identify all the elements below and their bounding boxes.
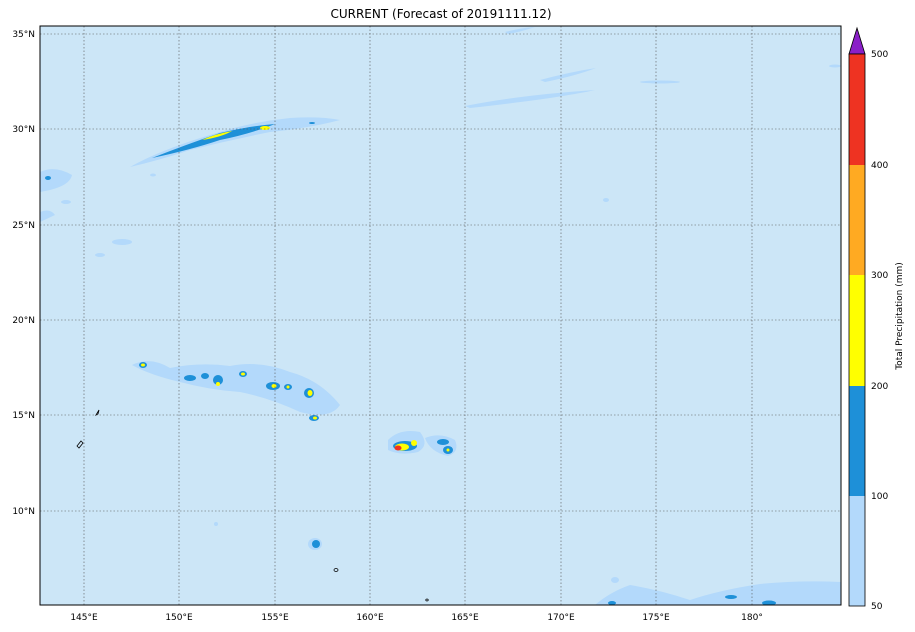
colorbar-tick: 400 <box>871 161 888 171</box>
map-title: CURRENT (Forecast of 20191111.12) <box>330 7 552 21</box>
lat-label: 35°N <box>12 30 35 40</box>
latitude-labels: 35°N 30°N 25°N 20°N 15°N 10°N <box>12 30 35 517</box>
lon-label: 170°E <box>547 613 575 623</box>
lat-label: 10°N <box>12 507 35 517</box>
lon-label: 145°E <box>70 613 98 623</box>
colorbar-segment-200-300 <box>849 275 865 386</box>
precip-west-edge-2 <box>40 210 55 222</box>
precip-band-north <box>130 117 340 167</box>
map-background <box>40 26 841 605</box>
colorbar-frame <box>848 53 866 607</box>
lat-label: 20°N <box>12 316 35 326</box>
lat-label: 30°N <box>12 125 35 135</box>
longitude-labels: 145°E 150°E 155°E 160°E 165°E 170°E 175°… <box>70 613 763 623</box>
colorbar-tick: 100 <box>871 492 888 502</box>
colorbar-tick: 500 <box>871 50 888 60</box>
map-gridlines <box>40 26 841 605</box>
colorbar-label: Total Precipitation (mm) <box>895 262 905 371</box>
lon-label: 150°E <box>165 613 193 623</box>
lon-label: 180° <box>741 613 763 623</box>
colorbar-segment-50-100 <box>849 496 865 606</box>
colorbar-segment-100-200 <box>849 386 865 496</box>
precip-band-central <box>132 361 340 415</box>
colorbar-extend-arrow <box>848 26 866 55</box>
lon-label: 165°E <box>451 613 479 623</box>
lat-label: 15°N <box>12 411 35 421</box>
colorbar-segment-300-400 <box>849 165 865 275</box>
colorbar-tick: 300 <box>871 271 888 281</box>
lon-label: 155°E <box>261 613 289 623</box>
colorbar-segment-400-500 <box>849 54 865 165</box>
precip-west-edge <box>40 169 72 192</box>
lon-label: 160°E <box>356 613 384 623</box>
colorbar: 50 100 200 300 400 500 Total Precipitati… <box>848 26 905 612</box>
colorbar-tick: 200 <box>871 382 888 392</box>
colorbar-tick: 50 <box>871 602 883 612</box>
lon-label: 175°E <box>642 613 670 623</box>
precip-band-south <box>595 581 841 605</box>
lat-label: 25°N <box>12 221 35 231</box>
precipitation-areas <box>40 27 841 606</box>
coastlines <box>76 409 429 602</box>
map-frame <box>39 25 842 606</box>
